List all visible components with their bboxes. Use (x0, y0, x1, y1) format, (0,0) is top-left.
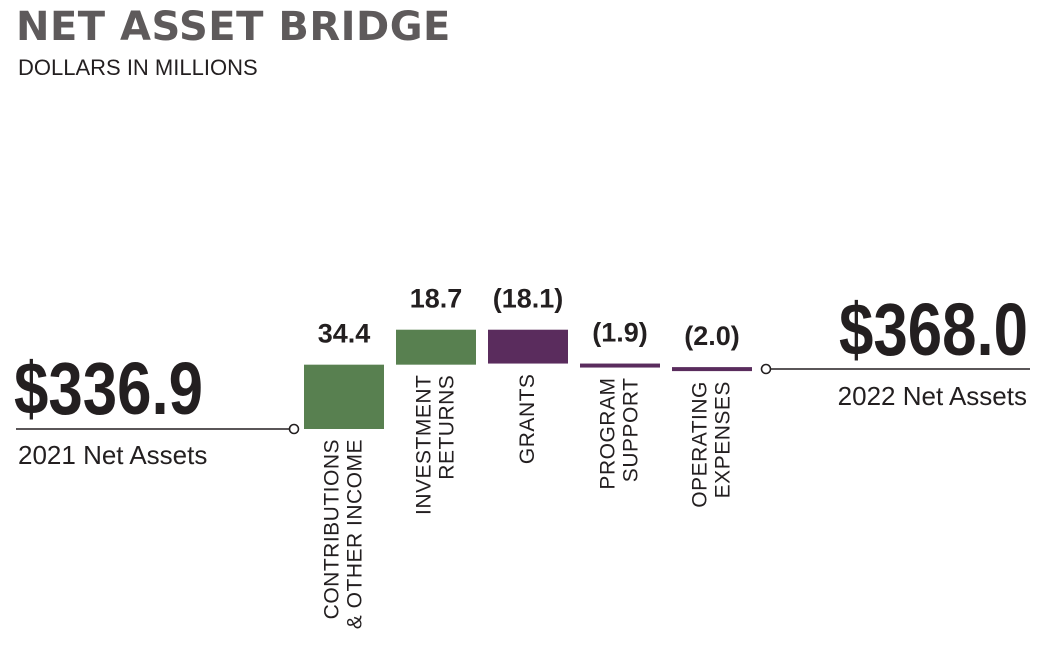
end-value: $368.0 (839, 288, 1028, 371)
category-label: INVESTMENT (413, 375, 436, 515)
waterfall-bar (304, 364, 384, 429)
category-label: & OTHER INCOME (344, 439, 367, 629)
category-label: RETURNS (436, 375, 459, 480)
category-label: SUPPORT (620, 378, 643, 483)
chart-subtitle: DOLLARS IN MILLIONS (18, 55, 258, 80)
waterfall-bar (672, 367, 752, 372)
start-label: 2021 Net Assets (18, 440, 207, 470)
end-marker (760, 363, 772, 375)
waterfall-bar (396, 329, 476, 365)
bar-value-label: (18.1) (493, 284, 564, 314)
waterfall-bar (488, 329, 568, 364)
start-marker (288, 423, 300, 435)
category-label: CONTRIBUTIONS (321, 439, 344, 619)
bar-value-label: 18.7 (410, 284, 463, 314)
category-label: PROGRAM (597, 378, 620, 490)
chart-title: NET ASSET BRIDGE (16, 4, 451, 50)
bar-value-label: (2.0) (684, 321, 740, 351)
category-label: OPERATING (689, 381, 712, 508)
end-label: 2022 Net Assets (838, 381, 1027, 411)
category-label: GRANTS (516, 374, 539, 465)
start-value: $336.9 (14, 347, 203, 430)
bar-value-label: 34.4 (318, 319, 371, 349)
bar-value-label: (1.9) (592, 318, 648, 348)
category-label: EXPENSES (712, 381, 735, 498)
waterfall-bar (580, 363, 660, 368)
